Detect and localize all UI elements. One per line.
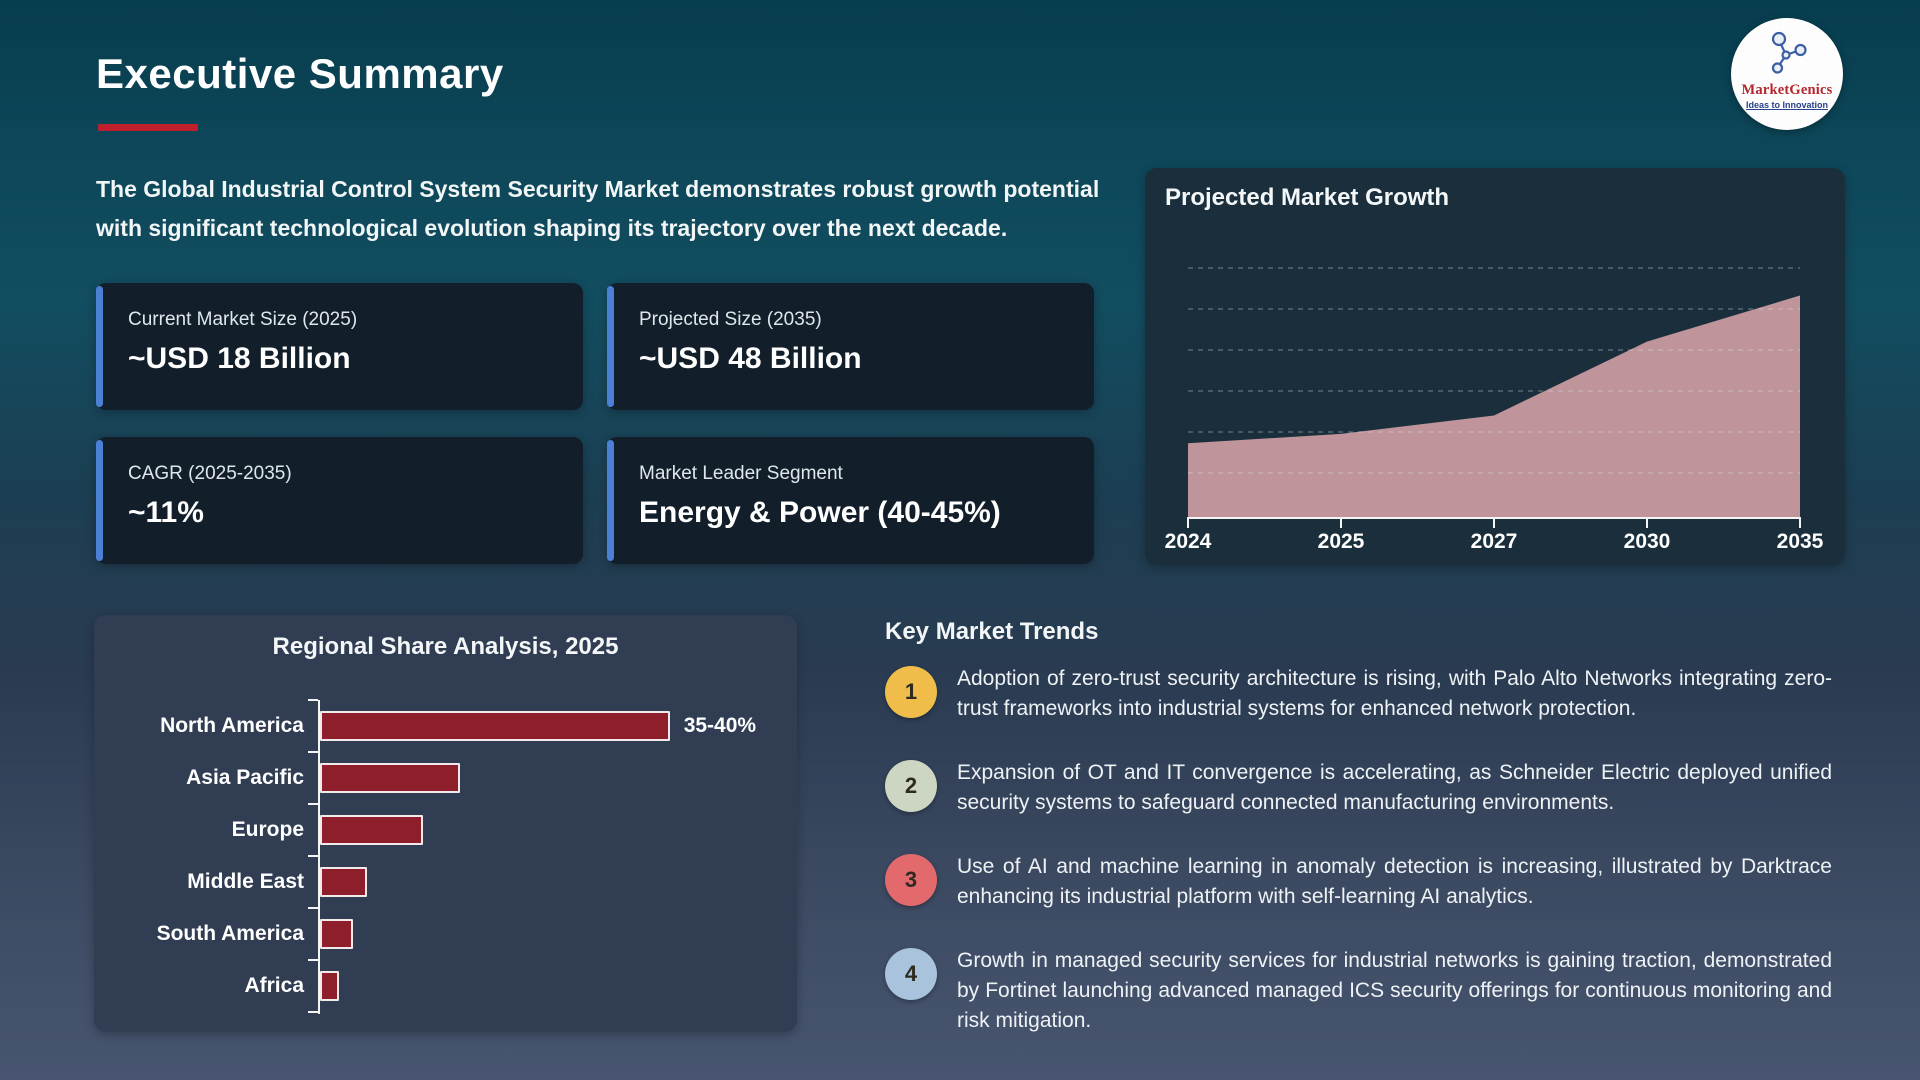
- x-axis-tick: [1799, 519, 1801, 528]
- x-axis-tick: [1646, 519, 1648, 528]
- bar-row: North America 35-40%: [94, 700, 784, 752]
- card-accent-bar: [607, 286, 614, 407]
- trend-number-badge: 3: [885, 854, 937, 906]
- title-underline: [98, 124, 198, 131]
- trend-text: Expansion of OT and IT convergence is ac…: [957, 761, 1832, 814]
- bar-row: Middle East: [94, 856, 784, 908]
- stat-label: Current Market Size (2025): [128, 309, 358, 330]
- stat-card-projected-size: Projected Size (2035) ~USD 48 Billion: [607, 283, 1094, 410]
- regional-y-axis: [318, 700, 320, 1014]
- stat-value: ~USD 48 Billion: [639, 342, 862, 375]
- bar: [320, 815, 423, 845]
- growth-chart-title: Projected Market Growth: [1165, 184, 1450, 211]
- bar: [320, 711, 670, 741]
- stat-card-leader-segment: Market Leader Segment Energy & Power (40…: [607, 437, 1094, 564]
- trends-list: 1 Adoption of zero-trust security archit…: [885, 664, 1835, 1036]
- bar: [320, 763, 460, 793]
- bar-category-label: Middle East: [187, 870, 304, 893]
- trend-text: Use of AI and machine learning in anomal…: [957, 855, 1832, 908]
- trends-heading: Key Market Trends: [885, 618, 1099, 645]
- trend-item-2: 2 Expansion of OT and IT convergence is …: [885, 758, 1835, 818]
- trend-item-3: 3 Use of AI and machine learning in anom…: [885, 852, 1835, 912]
- x-axis-label: 2025: [1317, 530, 1365, 553]
- stat-label: Market Leader Segment: [639, 463, 843, 484]
- card-accent-bar: [96, 440, 103, 561]
- stat-card-cagr: CAGR (2025-2035) ~11%: [96, 437, 583, 564]
- x-axis-tick: [1340, 519, 1342, 528]
- bar-data-label: 35-40%: [683, 714, 757, 737]
- molecule-icon: [1764, 18, 1810, 81]
- regional-chart-panel: Regional Share Analysis, 2025 North Amer…: [94, 615, 797, 1032]
- stat-card-current-size: Current Market Size (2025) ~USD 18 Billi…: [96, 283, 583, 410]
- bar-row: Europe: [94, 804, 784, 856]
- x-axis-label: 2035: [1776, 530, 1824, 553]
- logo-tagline-text: Ideas to Innovation: [1745, 100, 1828, 110]
- card-accent-bar: [607, 440, 614, 561]
- bar-row: Africa: [94, 960, 784, 1012]
- trend-item-1: 1 Adoption of zero-trust security archit…: [885, 664, 1835, 724]
- y-axis-tick: [308, 959, 318, 961]
- intro-paragraph: The Global Industrial Control System Sec…: [96, 176, 1100, 241]
- y-axis-tick: [308, 803, 318, 805]
- y-axis-tick: [308, 907, 318, 909]
- x-axis-label: 2027: [1470, 530, 1518, 553]
- x-axis-label: 2024: [1164, 530, 1212, 553]
- stat-value: ~11%: [128, 496, 204, 529]
- growth-area-chart: [1188, 267, 1800, 517]
- stat-label: CAGR (2025-2035): [128, 463, 292, 484]
- trend-item-4: 4 Growth in managed security services fo…: [885, 946, 1835, 1036]
- x-axis-tick: [1187, 519, 1189, 528]
- logo-brand-text: MarketGenics: [1741, 82, 1833, 98]
- bar-category-label: Europe: [231, 818, 304, 841]
- x-axis-label: 2030: [1623, 530, 1671, 553]
- y-axis-tick: [308, 751, 318, 753]
- bar: [320, 919, 353, 949]
- bar-category-label: South America: [156, 922, 304, 945]
- y-axis-tick: [308, 699, 318, 701]
- trend-text: Adoption of zero-trust security architec…: [957, 667, 1832, 720]
- growth-chart-panel: Projected Market Growth 2024 2025 2027 2030…: [1145, 168, 1845, 565]
- marketgenics-logo: MarketGenics Ideas to Innovation: [1731, 18, 1843, 130]
- page-title: Executive Summary: [96, 50, 504, 97]
- bar: [320, 971, 339, 1001]
- card-accent-bar: [96, 286, 103, 407]
- y-axis-tick: [308, 855, 318, 857]
- bar-row: Asia Pacific: [94, 752, 784, 804]
- stat-label: Projected Size (2035): [639, 309, 822, 330]
- stat-value: ~USD 18 Billion: [128, 342, 351, 375]
- growth-x-axis: [1187, 517, 1801, 519]
- bar-category-label: Asia Pacific: [186, 766, 304, 789]
- trend-text: Growth in managed security services for …: [957, 949, 1832, 1032]
- trend-number-badge: 4: [885, 948, 937, 1000]
- y-axis-tick: [308, 1011, 318, 1013]
- bar-row: South America: [94, 908, 784, 960]
- regional-chart-title: Regional Share Analysis, 2025: [272, 633, 619, 660]
- bar: [320, 867, 367, 897]
- trend-number-badge: 1: [885, 666, 937, 718]
- stat-value: Energy & Power (40-45%): [639, 496, 1001, 529]
- x-axis-tick: [1493, 519, 1495, 528]
- bar-category-label: North America: [160, 714, 304, 737]
- trend-number-badge: 2: [885, 760, 937, 812]
- stat-cards: Current Market Size (2025) ~USD 18 Billi…: [96, 283, 1094, 564]
- bar-category-label: Africa: [244, 974, 304, 997]
